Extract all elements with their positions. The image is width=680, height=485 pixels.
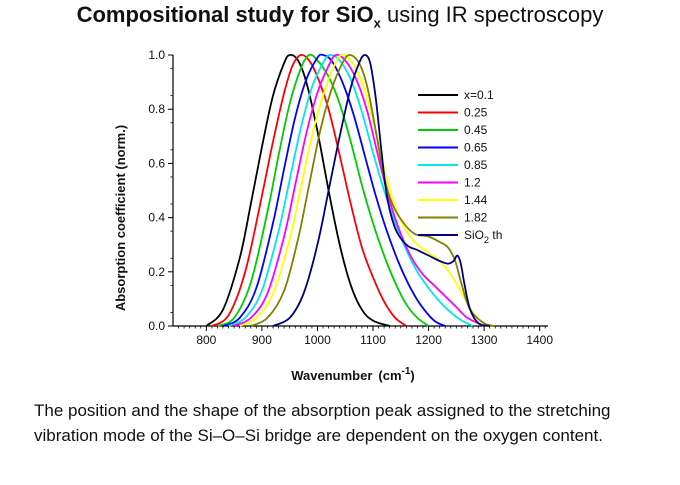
y-axis-title: Absorption coefficient (norm.) xyxy=(113,125,128,311)
legend-label-7: 1.82 xyxy=(464,211,488,225)
y-tick-label: 0.2 xyxy=(148,265,165,279)
x-tick-label: 900 xyxy=(252,333,272,347)
legend-label-4: 0.85 xyxy=(464,158,488,172)
series-line-7 xyxy=(250,54,496,327)
y-tick-label: 0.6 xyxy=(148,156,165,170)
y-tick-label: 0.0 xyxy=(148,319,165,333)
x-axis-title-unit: (cm xyxy=(378,368,401,383)
y-tick-label: 0.4 xyxy=(148,211,165,225)
series-line-5 xyxy=(233,53,485,327)
ir-spectra-chart: 800 900 1000 1100 1200 1300 1400 0.0 0.2 0.4 0.6 0.… xyxy=(113,48,553,383)
x-tick-label: 1000 xyxy=(304,333,331,347)
x-tick-label: 1300 xyxy=(471,333,498,347)
series-line-8 xyxy=(272,54,490,327)
x-tick-label: 800 xyxy=(196,333,216,347)
slide-title: Compositional study for SiOx using IR sp… xyxy=(0,2,680,30)
series-line-0 xyxy=(205,54,390,327)
series-line-2 xyxy=(216,53,430,327)
slide-caption: The position and the shape of the absorp… xyxy=(34,401,611,445)
series-line-3 xyxy=(222,53,446,327)
series-line-4 xyxy=(228,54,474,327)
x-axis-title-main: Wavenumber xyxy=(291,368,372,383)
x-axis-title: Wavenumber (cm-1) xyxy=(291,366,415,383)
legend-label-3: 0.65 xyxy=(464,141,488,155)
legend-label-6: 1.44 xyxy=(464,193,488,207)
title-normal-text: using IR spectroscopy xyxy=(380,2,604,27)
x-tick-label: 1100 xyxy=(360,333,386,347)
x-tick-label: 1200 xyxy=(415,333,442,347)
x-axis-title-unit-close: ) xyxy=(410,368,414,383)
series-lines xyxy=(205,53,496,327)
legend-label-0: x=0.1 xyxy=(464,88,494,102)
legend-label-5: 1.2 xyxy=(464,176,481,190)
legend-label-8: SiO2 th xyxy=(464,228,502,245)
y-tick-label: 0.8 xyxy=(148,102,165,116)
title-bold-text: Compositional study for SiO xyxy=(76,2,374,27)
x-tick-label: 1400 xyxy=(526,333,553,347)
x-axis-title-unit-exponent: -1 xyxy=(402,366,411,377)
title-subscript: x xyxy=(373,15,381,31)
legend-label-1: 0.25 xyxy=(464,106,488,120)
axis-ticks: 800 900 1000 1100 1200 1300 1400 0.0 0.2 0.4 0.6 0.… xyxy=(148,48,553,347)
y-tick-label: 1.0 xyxy=(148,48,165,62)
legend-label-2: 0.45 xyxy=(464,123,488,137)
chart-legend: x=0.1 0.25 0.45 0.65 0.85 1.2 1.44 1.82 SiO2 th xyxy=(418,88,502,245)
